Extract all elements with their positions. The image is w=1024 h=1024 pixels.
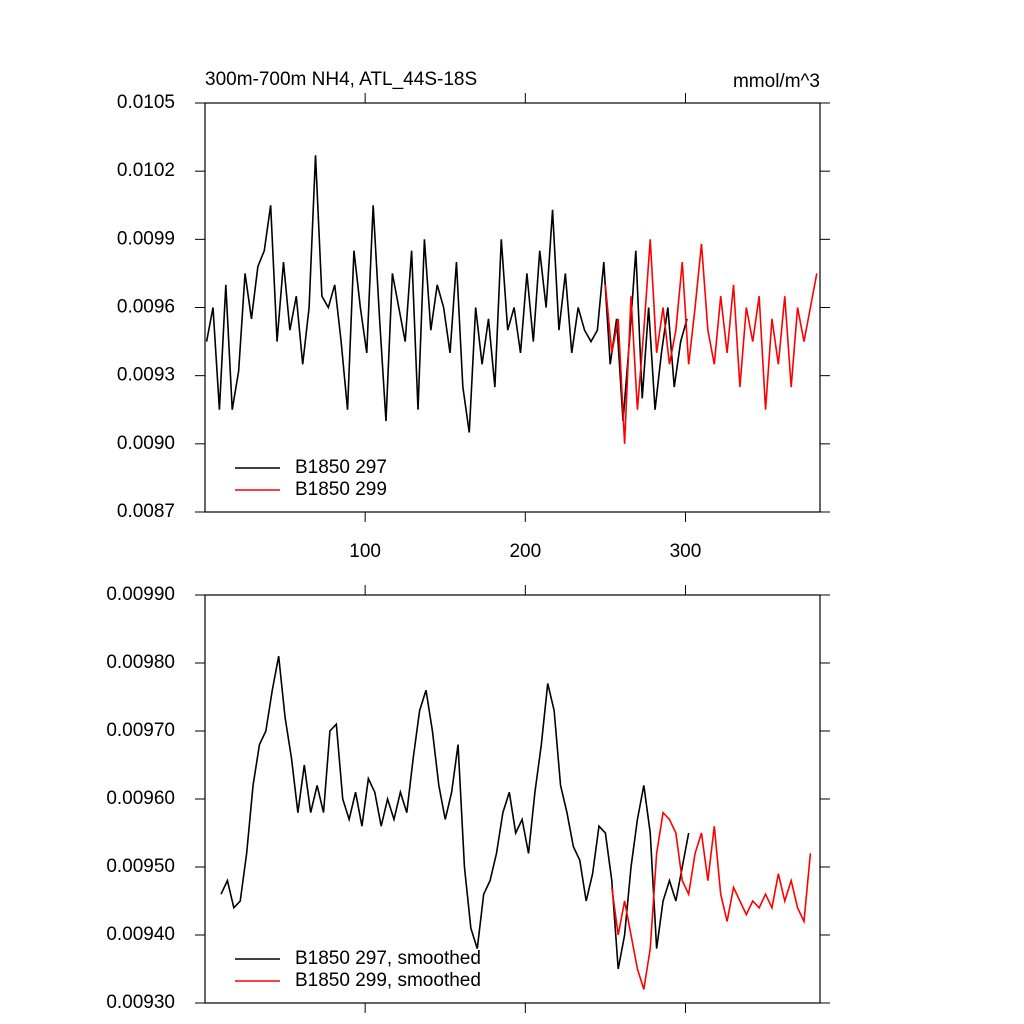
series-line (220, 656, 690, 970)
legend-label: B1850 297 (295, 457, 387, 478)
y-tick-label: 0.00980 (106, 652, 175, 673)
y-tick-label: 0.00940 (106, 924, 175, 945)
series-line (611, 810, 812, 990)
y-tick-label: 0.00970 (106, 720, 175, 741)
y-tick-label: 0.0096 (117, 297, 175, 318)
y-tick-label: 0.00950 (106, 856, 175, 877)
y-tick-label: 0.0093 (117, 365, 175, 386)
y-tick-label: 0.0102 (117, 160, 175, 181)
y-tick-label: 0.0087 (117, 501, 175, 522)
unit-label: mmol/m^3 (733, 71, 820, 92)
plot-frame (204, 594, 821, 1004)
legend-label: B1850 297, smoothed (295, 948, 481, 969)
y-tick-label: 0.00990 (106, 584, 175, 605)
y-tick-label: 0.0090 (117, 433, 175, 454)
legend-label: B1850 299, smoothed (295, 970, 481, 991)
chart-title: 300m-700m NH4, ATL_44S-18S (205, 69, 477, 90)
x-tick-label: 100 (349, 541, 381, 562)
x-tick-label: 200 (509, 541, 541, 562)
y-tick-label: 0.0105 (117, 92, 175, 113)
y-tick-label: 0.0099 (117, 228, 175, 249)
legend-label: B1850 299 (295, 479, 387, 500)
x-tick-label: 300 (670, 541, 702, 562)
series-line (604, 239, 818, 444)
y-tick-label: 0.00960 (106, 788, 175, 809)
series-line (205, 155, 688, 433)
y-tick-label: 0.00930 (106, 992, 175, 1013)
